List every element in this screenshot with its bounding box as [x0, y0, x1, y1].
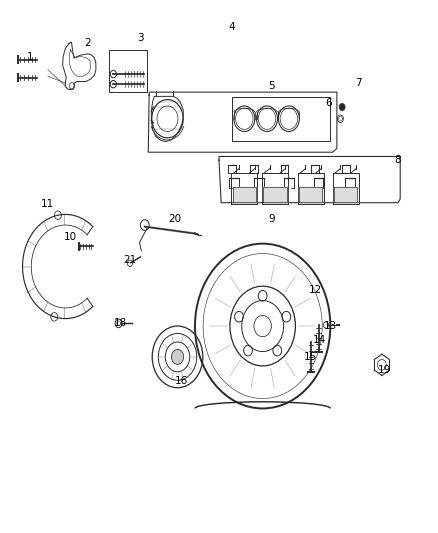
Circle shape [339, 103, 345, 111]
Text: 21: 21 [124, 255, 137, 265]
Text: 3: 3 [137, 33, 144, 43]
Circle shape [171, 350, 184, 365]
Polygon shape [299, 187, 322, 202]
Text: 20: 20 [168, 214, 181, 224]
Text: 12: 12 [308, 286, 321, 295]
Text: 18: 18 [114, 318, 127, 328]
Polygon shape [334, 187, 357, 202]
Text: 5: 5 [268, 81, 275, 91]
Bar [109, 50, 148, 92]
Text: 11: 11 [41, 199, 54, 209]
Text: 2: 2 [85, 38, 92, 48]
Text: 15: 15 [304, 352, 317, 362]
Text: 10: 10 [64, 232, 77, 243]
Text: 4: 4 [229, 22, 235, 33]
Text: 6: 6 [325, 98, 332, 108]
Text: 16: 16 [175, 376, 188, 386]
Text: 19: 19 [378, 365, 392, 375]
Text: 8: 8 [395, 155, 401, 165]
Bar [232, 97, 330, 141]
Polygon shape [263, 187, 287, 202]
Text: 13: 13 [324, 321, 337, 331]
Text: 14: 14 [313, 335, 326, 345]
Text: 7: 7 [355, 78, 362, 88]
Polygon shape [233, 187, 256, 202]
Text: 9: 9 [268, 214, 275, 224]
Text: 1: 1 [27, 52, 34, 61]
